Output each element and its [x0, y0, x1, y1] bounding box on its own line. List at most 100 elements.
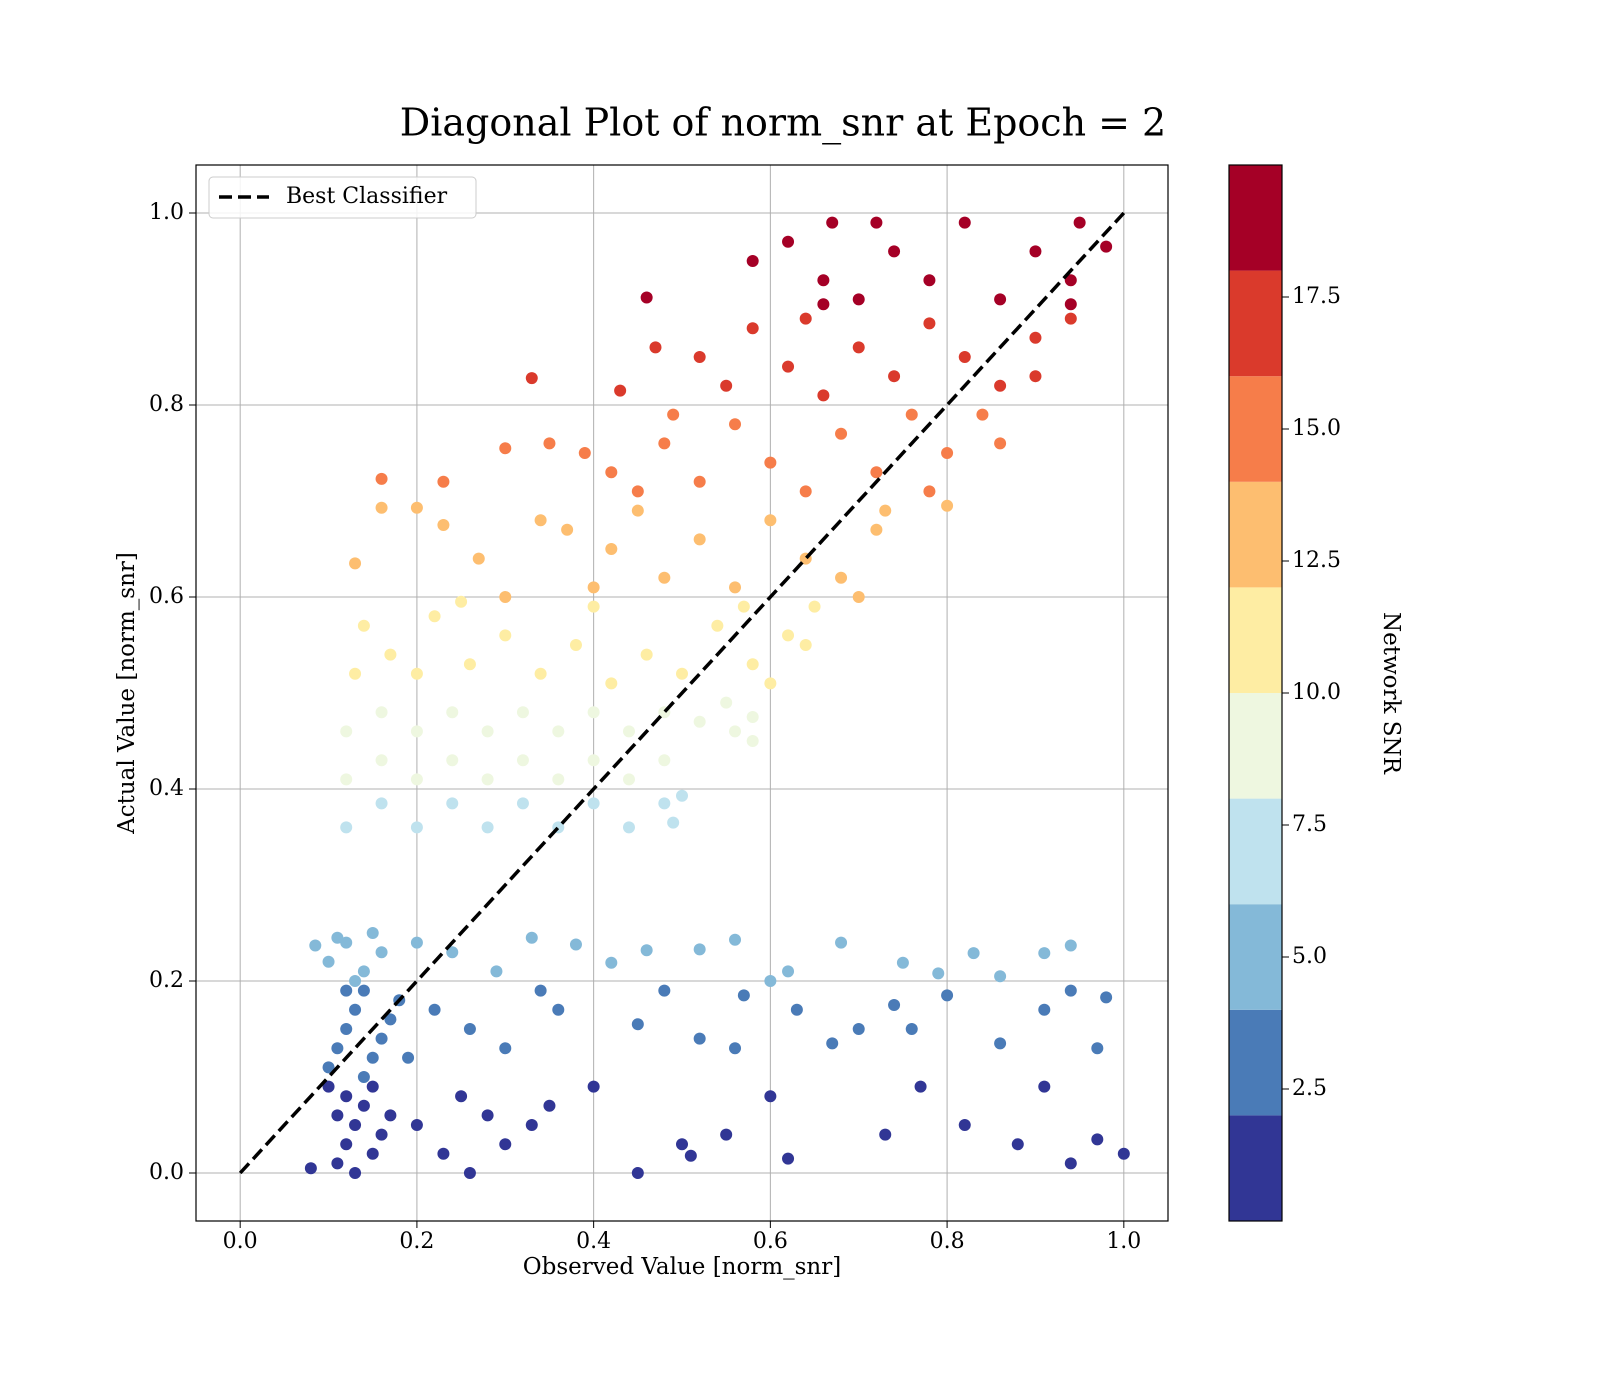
scatter-point [923, 485, 936, 498]
scatter-point [446, 797, 459, 810]
scatter-point [322, 1080, 335, 1093]
scatter-point [994, 970, 1007, 983]
scatter-point [525, 1119, 538, 1131]
colorbar-bin [1229, 481, 1282, 588]
scatter-point [826, 216, 839, 229]
scatter-point [331, 931, 344, 944]
scatter-point [870, 216, 883, 229]
scatter-point [428, 610, 441, 623]
scatter-point [561, 523, 574, 536]
scatter-point [322, 955, 335, 968]
scatter-point [605, 466, 618, 479]
scatter-point [455, 1090, 468, 1103]
x-tick-label: 0.0 [223, 1229, 258, 1254]
scatter-point [994, 293, 1007, 306]
scatter-point [384, 1109, 397, 1122]
scatter-point [764, 456, 777, 469]
scatter-point [640, 291, 653, 304]
scatter-point [684, 1149, 697, 1162]
scatter-point [366, 1147, 379, 1160]
scatter-point [357, 965, 370, 978]
scatter-point [357, 1099, 370, 1112]
scatter-point [331, 1109, 344, 1122]
scatter-point [958, 351, 971, 363]
colorbar-bin [1229, 270, 1282, 377]
scatter-point [958, 1119, 971, 1131]
scatter-point [782, 1152, 795, 1165]
scatter-point [481, 821, 494, 834]
colorbar-tick-label: 17.5 [1292, 284, 1341, 309]
scatter-point [737, 989, 750, 1002]
scatter-point [499, 442, 512, 455]
scatter-point [499, 591, 512, 603]
scatter-point [631, 1018, 644, 1031]
scatter-point [587, 797, 600, 810]
scatter-point [490, 965, 503, 978]
scatter-point [340, 984, 353, 997]
scatter-point [1064, 312, 1077, 325]
scatter-point [516, 797, 529, 810]
colorbar-bin [1229, 693, 1282, 799]
scatter-point [826, 1037, 839, 1050]
scatter-point [410, 936, 423, 949]
scatter-point [375, 754, 388, 767]
scatter-point [357, 1071, 370, 1083]
scatter-point [340, 1090, 353, 1103]
scatter-point [676, 1138, 688, 1151]
scatter-point [410, 667, 423, 680]
scatter-point [764, 677, 777, 690]
scatter-point [1064, 984, 1077, 997]
scatter-point [711, 619, 724, 632]
scatter-point [1064, 298, 1077, 311]
scatter-point [543, 437, 556, 450]
scatter-point [870, 523, 883, 536]
scatter-point [693, 715, 706, 728]
scatter-point [958, 216, 971, 229]
scatter-point [428, 1003, 441, 1016]
scatter-point [941, 989, 954, 1002]
y-tick-label: 0.4 [149, 776, 184, 801]
scatter-point [587, 600, 600, 613]
scatter-point [357, 984, 370, 997]
scatter-point [446, 946, 459, 959]
scatter-point [649, 341, 662, 354]
scatter-point [1064, 1157, 1077, 1170]
scatter-point [631, 485, 644, 498]
scatter-point [994, 1037, 1007, 1050]
scatter-point [658, 797, 671, 810]
scatter-point [481, 725, 494, 738]
colorbar-bin [1229, 904, 1282, 1010]
scatter-point [746, 658, 759, 671]
scatter-point [446, 754, 459, 767]
scatter-point [499, 1042, 512, 1055]
scatter-point [322, 1061, 335, 1074]
scatter-point [631, 1167, 644, 1179]
scatter-point [437, 475, 450, 488]
scatter-point [746, 735, 759, 747]
scatter-point [410, 501, 423, 514]
scatter-point [799, 639, 812, 651]
scatter-point [481, 1109, 494, 1122]
scatter-point [534, 984, 547, 997]
scatter-point [879, 504, 892, 517]
scatter-point [1038, 1080, 1051, 1093]
scatter-point [569, 639, 582, 651]
scatter-point [410, 725, 423, 738]
scatter-point [1011, 1138, 1024, 1151]
scatter-point [309, 939, 322, 952]
scatter-point [782, 235, 795, 248]
scatter-point [437, 1147, 450, 1160]
scatter-point [1038, 1003, 1051, 1016]
scatter-point [994, 379, 1007, 392]
scatter-point [817, 274, 830, 287]
colorbar-tick-label: 15.0 [1292, 416, 1341, 441]
scatter-point [587, 1080, 600, 1093]
scatter-point [605, 677, 618, 690]
scatter-point [499, 1138, 512, 1151]
scatter-point [693, 351, 706, 363]
scatter-point [658, 754, 671, 767]
colorbar-tick-label: 2.5 [1292, 1076, 1327, 1101]
scatter-point [1091, 1042, 1104, 1055]
scatter-point [472, 552, 485, 565]
scatter-point [375, 1032, 388, 1045]
